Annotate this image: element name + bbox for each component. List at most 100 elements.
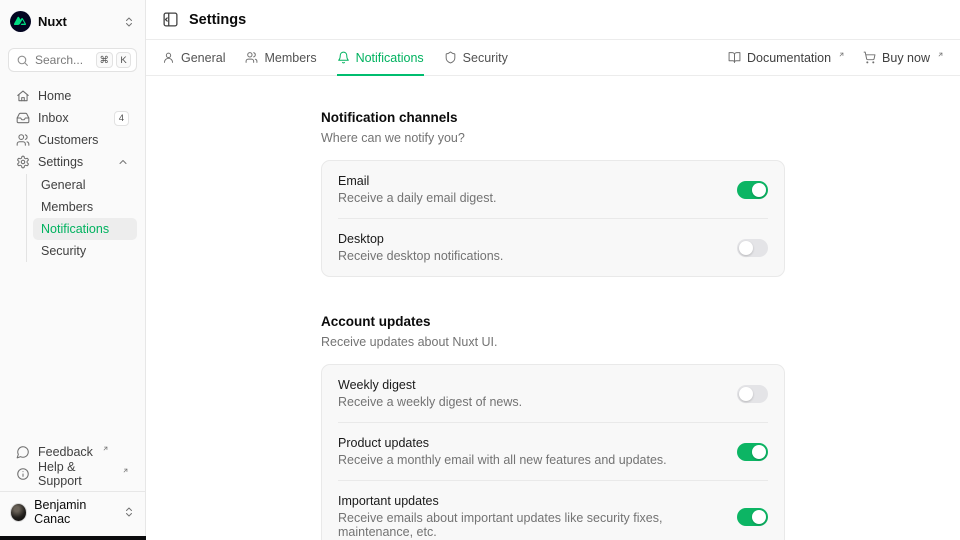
toggle-knob bbox=[739, 240, 753, 255]
workspace-name: Nuxt bbox=[38, 14, 67, 29]
external-link-icon bbox=[937, 51, 944, 58]
sidebar-item-label: General bbox=[41, 178, 86, 192]
desktop-toggle[interactable] bbox=[737, 238, 768, 257]
email-toggle[interactable] bbox=[737, 180, 768, 199]
setting-title: Email bbox=[338, 174, 370, 188]
tab-members[interactable]: Members bbox=[245, 40, 317, 75]
toggle-knob bbox=[752, 509, 766, 524]
search-placeholder: Search... bbox=[35, 53, 84, 67]
section-subtitle: Receive updates about Nuxt UI. bbox=[321, 335, 498, 349]
sidebar-item-home[interactable]: Home bbox=[8, 85, 137, 107]
main-panel: Settings General Members Notifications S… bbox=[146, 0, 960, 540]
sidebar-footer: Feedback Help & Support Benjamin Canac bbox=[0, 441, 145, 540]
section-notification-channels: Notification channels Where can we notif… bbox=[321, 110, 785, 277]
section-title: Account updates bbox=[321, 314, 431, 329]
sidebar-item-label: Customers bbox=[38, 133, 99, 147]
help-support-link[interactable]: Help & Support bbox=[8, 460, 137, 488]
nuxt-logo-icon bbox=[10, 11, 31, 32]
setting-row-important-updates: Important updates Receive emails about i… bbox=[338, 480, 768, 540]
tab-label: General bbox=[181, 50, 226, 65]
tab-general[interactable]: General bbox=[162, 40, 225, 75]
tab-label: Notifications bbox=[355, 50, 424, 65]
shield-icon bbox=[444, 51, 457, 64]
users-icon bbox=[245, 51, 258, 64]
section-subtitle: Where can we notify you? bbox=[321, 131, 465, 145]
workspace-switcher[interactable]: Nuxt bbox=[8, 8, 137, 35]
home-icon bbox=[16, 89, 30, 103]
chevrons-up-down-icon bbox=[123, 16, 135, 28]
sidebar-item-label: Settings bbox=[38, 155, 84, 169]
section-title: Notification channels bbox=[321, 110, 458, 125]
sidebar-item-customers[interactable]: Customers bbox=[8, 129, 137, 151]
message-bubble-icon bbox=[16, 445, 30, 459]
setting-description: Receive a monthly email with all new fea… bbox=[338, 453, 667, 467]
sidebar: Nuxt Search... ⌘ K Home Inbox 4 bbox=[0, 0, 146, 540]
tab-bar: General Members Notifications Security bbox=[146, 40, 960, 76]
page-header: Settings bbox=[146, 0, 960, 40]
sidebar-item-notifications[interactable]: Notifications bbox=[33, 218, 137, 240]
avatar bbox=[10, 502, 28, 522]
setting-title: Weekly digest bbox=[338, 378, 416, 392]
sidebar-item-label: Home bbox=[38, 89, 72, 103]
help-support-label: Help & Support bbox=[38, 460, 82, 488]
bottom-edge-bar bbox=[0, 536, 146, 540]
user-menu[interactable]: Benjamin Canac bbox=[0, 491, 145, 534]
feedback-label: Feedback bbox=[38, 445, 93, 459]
settings-card: Weekly digest Receive a weekly digest of… bbox=[321, 364, 785, 540]
buy-now-label: Buy now bbox=[882, 50, 930, 65]
sidebar-item-members[interactable]: Members bbox=[33, 196, 137, 218]
product-updates-toggle[interactable] bbox=[737, 442, 768, 461]
setting-row-product-updates: Product updates Receive a monthly email … bbox=[338, 422, 768, 480]
chevrons-up-down-icon bbox=[123, 506, 135, 518]
page-title: Settings bbox=[189, 11, 247, 28]
sidebar-item-label: Members bbox=[41, 200, 94, 214]
gear-icon bbox=[16, 155, 30, 169]
collapse-sidebar-icon[interactable] bbox=[162, 11, 179, 28]
setting-row-desktop: Desktop Receive desktop notifications. bbox=[338, 218, 768, 276]
sidebar-nav: Home Inbox 4 Customers Settings bbox=[8, 85, 137, 263]
tab-notifications[interactable]: Notifications bbox=[336, 40, 424, 76]
tab-label: Members bbox=[264, 50, 317, 65]
kbd-cmd: ⌘ bbox=[95, 52, 113, 68]
external-link-icon bbox=[102, 445, 109, 452]
documentation-link[interactable]: Documentation bbox=[728, 51, 845, 65]
chevron-up-icon bbox=[117, 156, 129, 168]
kbd-k: K bbox=[116, 52, 131, 68]
book-icon bbox=[728, 51, 741, 64]
setting-title: Important updates bbox=[338, 494, 439, 508]
important-updates-toggle[interactable] bbox=[737, 507, 768, 526]
setting-text: Email Receive a daily email digest. bbox=[338, 174, 721, 205]
buy-now-link[interactable]: Buy now bbox=[863, 51, 944, 65]
external-link-icon bbox=[838, 51, 845, 58]
bell-icon bbox=[337, 51, 350, 64]
feedback-link[interactable]: Feedback bbox=[8, 441, 137, 463]
sidebar-item-label: Inbox bbox=[38, 111, 69, 125]
documentation-label: Documentation bbox=[746, 50, 832, 65]
info-circle-icon bbox=[16, 467, 30, 481]
setting-description: Receive desktop notifications. bbox=[338, 249, 504, 263]
settings-subnav: General Members Notifications Security bbox=[26, 174, 137, 262]
weekly-digest-toggle[interactable] bbox=[737, 384, 768, 403]
sidebar-item-security[interactable]: Security bbox=[33, 240, 137, 262]
setting-title: Product updates bbox=[338, 436, 430, 450]
settings-card: Email Receive a daily email digest. Desk… bbox=[321, 160, 785, 277]
setting-text: Important updates Receive emails about i… bbox=[338, 494, 721, 539]
setting-text: Desktop Receive desktop notifications. bbox=[338, 232, 721, 263]
tab-label: Security bbox=[462, 50, 508, 65]
sidebar-item-settings[interactable]: Settings bbox=[8, 151, 137, 173]
sidebar-item-inbox[interactable]: Inbox 4 bbox=[8, 107, 137, 129]
sidebar-item-general[interactable]: General bbox=[33, 174, 137, 196]
inbox-icon bbox=[16, 111, 30, 125]
search-input[interactable]: Search... ⌘ K bbox=[8, 48, 137, 72]
tab-security[interactable]: Security bbox=[444, 40, 508, 75]
sidebar-item-label: Notifications bbox=[41, 222, 110, 236]
search-shortcut: ⌘ K bbox=[95, 52, 131, 68]
sidebar-item-label: Security bbox=[41, 244, 87, 258]
user-name: Benjamin Canac bbox=[34, 498, 87, 526]
external-link-icon bbox=[122, 467, 129, 474]
setting-description: Receive a weekly digest of news. bbox=[338, 395, 523, 409]
cart-icon bbox=[863, 51, 876, 64]
setting-text: Product updates Receive a monthly email … bbox=[338, 436, 721, 467]
setting-description: Receive a daily email digest. bbox=[338, 191, 497, 205]
inbox-count-badge: 4 bbox=[113, 110, 129, 126]
